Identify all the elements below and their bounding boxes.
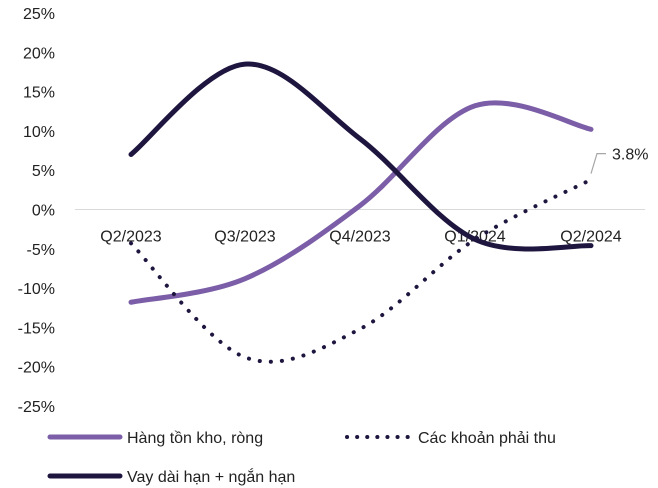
y-tick-label: 10% [23,124,55,141]
y-tick-label: -25% [18,399,55,416]
x-tick-label: Q2/2024 [560,229,621,246]
legend-label: Hàng tồn kho, ròng [127,430,263,447]
y-tick-label: -15% [18,320,55,337]
y-tick-label: 0% [32,203,55,220]
x-axis-labels: Q2/2023 Q3/2023 Q4/2023 Q1/2024 Q2/2024 [100,229,621,246]
x-tick-label: Q4/2023 [329,229,390,246]
legend-label: Vay dài hạn + ngắn hạn [127,467,295,486]
y-tick-label: -5% [27,242,55,259]
x-tick-label: Q2/2023 [100,229,161,246]
legend: Hàng tồn kho, ròng Các khoản phải thu Vay … [47,430,556,486]
y-tick-label: -10% [18,281,55,298]
y-tick-label: 5% [32,163,55,180]
annotation-leader-line [590,153,606,174]
y-axis-labels: 25% 20% 15% 10% 5% 0% -5% -10% -15% -20% -25% [18,6,55,416]
y-tick-label: 15% [23,85,55,102]
y-tick-label: 20% [23,45,55,62]
y-tick-label: 25% [23,6,55,23]
series-layer [128,61,594,364]
data-label: 3.8% [612,147,648,164]
series-line-hang-ton-kho [128,100,594,305]
annotation-layer: 3.8% [590,147,648,174]
y-tick-label: -20% [18,360,55,377]
series-line-vay [128,61,594,252]
legend-label: Các khoản phải thu [418,430,556,447]
x-tick-label: Q3/2023 [214,229,275,246]
